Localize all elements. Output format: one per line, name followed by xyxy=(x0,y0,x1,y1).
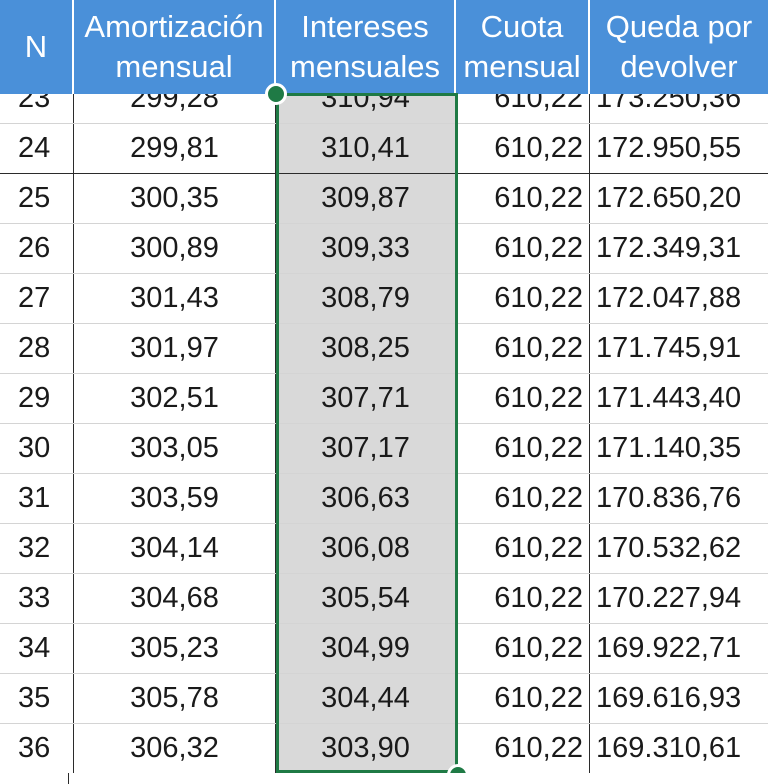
cell-cuota[interactable]: 610,22 xyxy=(456,274,590,323)
cell-n[interactable]: 29 xyxy=(0,374,74,423)
cell-cuota[interactable]: 610,22 xyxy=(456,474,590,523)
cell-intereses[interactable]: 304,44 xyxy=(276,674,456,723)
table-row: 34 305,23 304,99 610,22 169.922,71 xyxy=(0,624,768,674)
cell-n[interactable]: 24 xyxy=(0,124,74,173)
table-row: 29 302,51 307,71 610,22 171.443,40 xyxy=(0,374,768,424)
cell-queda[interactable]: 169.922,71 xyxy=(596,632,742,664)
cell-queda[interactable]: 171.140,35 xyxy=(596,432,742,464)
cell-n[interactable]: 33 xyxy=(0,574,74,623)
cell-intereses[interactable]: 303,90 xyxy=(276,724,456,773)
cell-amortizacion[interactable]: 300,35 xyxy=(74,174,276,223)
cell-n[interactable]: 30 xyxy=(0,424,74,473)
cell-amortizacion[interactable]: 300,89 xyxy=(74,224,276,273)
cell-queda[interactable]: 170.227,94 xyxy=(596,582,742,614)
table-row: 26 300,89 309,33 610,22 172.349,31 xyxy=(0,224,768,274)
header-queda[interactable]: Queda por devolver xyxy=(590,0,768,94)
header-queda-line2: devolver xyxy=(620,49,738,84)
cell-amortizacion[interactable]: 301,43 xyxy=(74,274,276,323)
cell-intereses[interactable]: 308,79 xyxy=(276,274,456,323)
table-row: 31 303,59 306,63 610,22 170.836,76 xyxy=(0,474,768,524)
header-amortizacion-line1: Amortización xyxy=(84,9,264,44)
cell-amortizacion[interactable]: 305,78 xyxy=(74,674,276,723)
cell-intereses[interactable]: 307,71 xyxy=(276,374,456,423)
cell-cuota[interactable]: 610,22 xyxy=(456,224,590,273)
cell-intereses[interactable]: 310,41 xyxy=(276,124,456,173)
cell-intereses[interactable]: 307,17 xyxy=(276,424,456,473)
cell-cuota[interactable]: 610,22 xyxy=(456,124,590,173)
table-row: 36 306,32 303,90 610,22 169.310,61 xyxy=(0,724,768,774)
header-amortizacion[interactable]: Amortización mensual xyxy=(74,0,276,94)
cell-cuota[interactable]: 610,22 xyxy=(456,674,590,723)
cell-n[interactable]: 26 xyxy=(0,224,74,273)
cell-queda[interactable]: 172.047,88 xyxy=(596,282,742,314)
cell-intereses[interactable]: 305,54 xyxy=(276,574,456,623)
cell-n[interactable]: 32 xyxy=(0,524,74,573)
table-row: 27 301,43 308,79 610,22 172.047,88 xyxy=(0,274,768,324)
header-intereses-line1: Intereses xyxy=(301,9,429,44)
cell-n[interactable]: 36 xyxy=(0,724,74,773)
table-row: 32 304,14 306,08 610,22 170.532,62 xyxy=(0,524,768,574)
table-row: 28 301,97 308,25 610,22 171.745,91 xyxy=(0,324,768,374)
cell-queda[interactable]: 170.532,62 xyxy=(596,532,742,564)
header-intereses-line2: mensuales xyxy=(290,49,440,84)
cell-n[interactable]: 31 xyxy=(0,474,74,523)
cell-cuota[interactable]: 610,22 xyxy=(456,724,590,773)
cell-queda[interactable]: 170.836,76 xyxy=(596,482,742,514)
cell-intereses[interactable]: 308,25 xyxy=(276,324,456,373)
header-cuota[interactable]: Cuota mensual xyxy=(456,0,590,94)
cell-n[interactable]: 28 xyxy=(0,324,74,373)
header-cuota-line2: mensual xyxy=(463,49,581,84)
cell-queda[interactable]: 169.310,61 xyxy=(596,732,742,764)
cell-n[interactable]: 25 xyxy=(0,174,74,223)
cell-intereses[interactable]: 309,87 xyxy=(276,174,456,223)
header-queda-line1: Queda por xyxy=(605,9,753,44)
table-row: 33 304,68 305,54 610,22 170.227,94 xyxy=(0,574,768,624)
cell-intereses[interactable]: 309,33 xyxy=(276,224,456,273)
cell-n[interactable]: 34 xyxy=(0,624,74,673)
cell-queda[interactable]: 172.349,31 xyxy=(596,232,742,264)
cell-queda[interactable]: 171.745,91 xyxy=(596,332,742,364)
header-amortizacion-line2: mensual xyxy=(115,49,233,84)
cell-intereses[interactable]: 306,63 xyxy=(276,474,456,523)
data-rows: 23 299,28 310,94 610,22 173.250,36 24 299,81 31… xyxy=(0,74,768,774)
cell-amortizacion[interactable]: 299,81 xyxy=(74,124,276,173)
next-row-edge xyxy=(0,773,768,784)
cell-amortizacion[interactable]: 303,05 xyxy=(74,424,276,473)
header-intereses[interactable]: Intereses mensuales xyxy=(276,0,456,94)
table-row: 30 303,05 307,17 610,22 171.140,35 xyxy=(0,424,768,474)
cell-amortizacion[interactable]: 304,68 xyxy=(74,574,276,623)
cell-queda[interactable]: 172.650,20 xyxy=(596,182,742,214)
cell-amortizacion[interactable]: 306,32 xyxy=(74,724,276,773)
cell-intereses[interactable]: 304,99 xyxy=(276,624,456,673)
selection-start-handle[interactable] xyxy=(265,83,287,105)
cell-queda[interactable]: 171.443,40 xyxy=(596,382,742,414)
table-row: 35 305,78 304,44 610,22 169.616,93 xyxy=(0,674,768,724)
header-cuota-line1: Cuota xyxy=(480,9,564,44)
column-divider xyxy=(68,773,69,784)
table-row: 24 299,81 310,41 610,22 172.950,55 xyxy=(0,124,768,174)
cell-cuota[interactable]: 610,22 xyxy=(456,174,590,223)
cell-amortizacion[interactable]: 305,23 xyxy=(74,624,276,673)
table-row: 25 300,35 309,87 610,22 172.650,20 xyxy=(0,174,768,224)
cell-amortizacion[interactable]: 302,51 xyxy=(74,374,276,423)
cell-queda[interactable]: 169.616,93 xyxy=(596,682,742,714)
cell-queda[interactable]: 172.950,55 xyxy=(596,132,742,164)
cell-cuota[interactable]: 610,22 xyxy=(456,374,590,423)
cell-intereses[interactable]: 306,08 xyxy=(276,524,456,573)
table-header: N Amortización mensual Intereses mensual… xyxy=(0,0,768,94)
cell-n[interactable]: 27 xyxy=(0,274,74,323)
cell-amortizacion[interactable]: 301,97 xyxy=(74,324,276,373)
cell-cuota[interactable]: 610,22 xyxy=(456,574,590,623)
cell-amortizacion[interactable]: 303,59 xyxy=(74,474,276,523)
cell-n[interactable]: 35 xyxy=(0,674,74,723)
header-n[interactable]: N xyxy=(0,0,74,94)
cell-cuota[interactable]: 610,22 xyxy=(456,324,590,373)
cell-cuota[interactable]: 610,22 xyxy=(456,524,590,573)
cell-cuota[interactable]: 610,22 xyxy=(456,624,590,673)
cell-cuota[interactable]: 610,22 xyxy=(456,424,590,473)
header-n-label: N xyxy=(24,29,48,64)
cell-amortizacion[interactable]: 304,14 xyxy=(74,524,276,573)
